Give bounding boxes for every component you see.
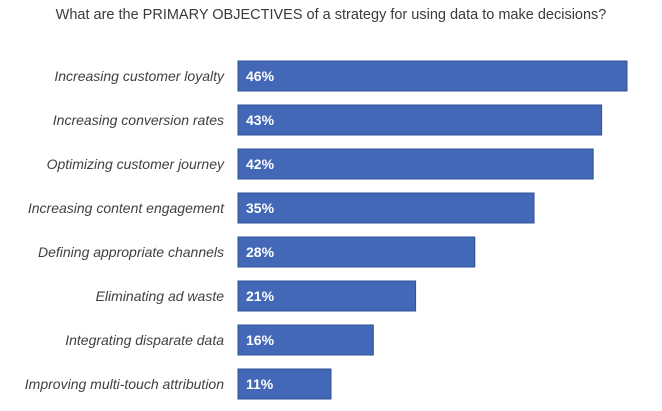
value-label-2: 42% <box>246 156 275 172</box>
bar-3 <box>237 192 535 224</box>
bar-4 <box>237 236 476 268</box>
bar-1 <box>237 104 603 136</box>
value-label-4: 28% <box>246 244 275 260</box>
bar-7 <box>237 368 332 400</box>
category-label-0: Increasing customer loyalty <box>54 68 225 84</box>
bar-0 <box>237 60 628 92</box>
category-label-4: Defining appropriate channels <box>38 244 224 260</box>
value-label-0: 46% <box>246 68 275 84</box>
category-label-3: Increasing content engagement <box>28 200 225 216</box>
bar-5 <box>237 280 417 312</box>
category-label-5: Eliminating ad waste <box>96 288 225 304</box>
category-label-1: Increasing conversion rates <box>53 112 224 128</box>
value-label-7: 11% <box>246 376 274 392</box>
bar-6 <box>237 324 374 356</box>
value-label-1: 43% <box>246 112 275 128</box>
chart-title: What are the PRIMARY OBJECTIVES of a str… <box>55 7 607 23</box>
category-label-6: Integrating disparate data <box>65 332 224 348</box>
value-label-6: 16% <box>246 332 275 348</box>
value-label-3: 35% <box>246 200 275 216</box>
value-label-5: 21% <box>246 288 275 304</box>
bar-2 <box>237 148 594 180</box>
category-label-2: Optimizing customer journey <box>47 156 225 172</box>
category-label-7: Improving multi-touch attribution <box>25 376 224 392</box>
